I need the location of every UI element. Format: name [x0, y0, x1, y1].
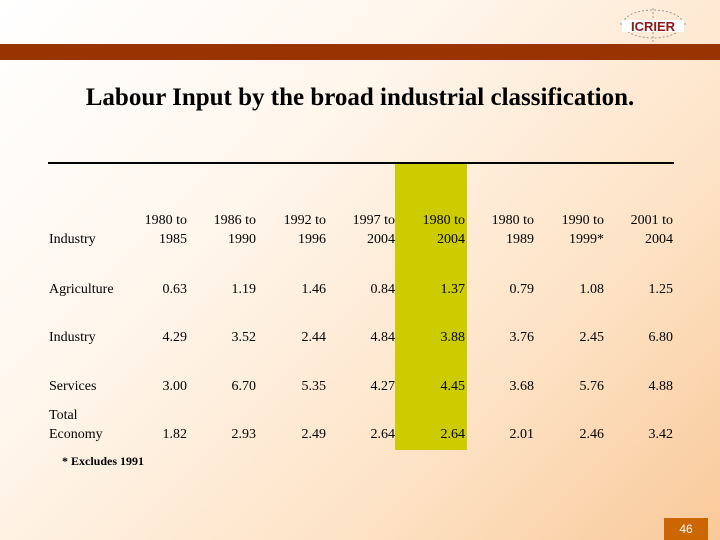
row-header-label: Industry	[49, 232, 96, 247]
column-header: 1980 to 1989	[491, 213, 534, 247]
table-cell: 4.84	[370, 330, 396, 345]
table-cell: 5.76	[579, 379, 605, 394]
column-header: 1980 to 2004	[422, 213, 465, 247]
table-cell: 4.45	[440, 379, 466, 394]
table-cell: 4.88	[648, 379, 674, 394]
table-cell: 2.45	[579, 330, 605, 345]
table-top-rule	[48, 162, 674, 164]
top-bar	[0, 44, 720, 60]
row-label: Total Economy	[49, 408, 103, 442]
table-cell: 1.08	[579, 282, 605, 297]
table-cell: 1.19	[231, 282, 257, 297]
table-cell: 3.88	[440, 330, 466, 345]
column-header: 1992 to 1996	[283, 213, 326, 247]
table-cell: 3.76	[509, 330, 535, 345]
table-cell: 1.25	[648, 282, 674, 297]
table-cell: 3.00	[162, 379, 188, 394]
table-cell: 4.27	[370, 379, 396, 394]
table-cell: 2.01	[509, 427, 535, 442]
icrier-logo: ICRIER	[612, 6, 694, 46]
table-cell: 2.44	[301, 330, 327, 345]
table-cell: 2.64	[370, 427, 396, 442]
column-header: 1986 to 1990	[213, 213, 256, 247]
table-cell: 0.84	[370, 282, 396, 297]
table-cell: 2.64	[440, 427, 466, 442]
table-cell: 1.82	[162, 427, 188, 442]
table-cell: 6.70	[231, 379, 257, 394]
footnote: * Excludes 1991	[62, 454, 145, 468]
table-cell: 6.80	[648, 330, 674, 345]
column-header: 1990 to 1999*	[561, 213, 604, 247]
highlight-column	[395, 163, 467, 450]
table-cell: 5.35	[301, 379, 327, 394]
table-cell: 2.93	[231, 427, 257, 442]
slide-title: Labour Input by the broad industrial cla…	[85, 84, 635, 111]
table-cell: 0.79	[509, 282, 535, 297]
page-number: 46	[664, 518, 708, 540]
table-cell: 1.37	[440, 282, 466, 297]
column-header: 1980 to 1985	[144, 213, 187, 247]
table-cell: 2.46	[579, 427, 605, 442]
table-cell: 2.49	[301, 427, 327, 442]
logo-text: ICRIER	[631, 19, 676, 34]
table-cell: 0.63	[162, 282, 188, 297]
table-cell: 4.29	[162, 330, 188, 345]
row-label: Agriculture	[49, 282, 114, 297]
table-cell: 3.52	[231, 330, 257, 345]
column-header: 2001 to 2004	[630, 213, 673, 247]
table-cell: 3.42	[648, 427, 674, 442]
row-label: Industry	[49, 330, 96, 345]
row-label: Services	[49, 379, 97, 394]
table-cell: 3.68	[509, 379, 535, 394]
table-cell: 1.46	[301, 282, 327, 297]
column-header: 1997 to 2004	[352, 213, 395, 247]
